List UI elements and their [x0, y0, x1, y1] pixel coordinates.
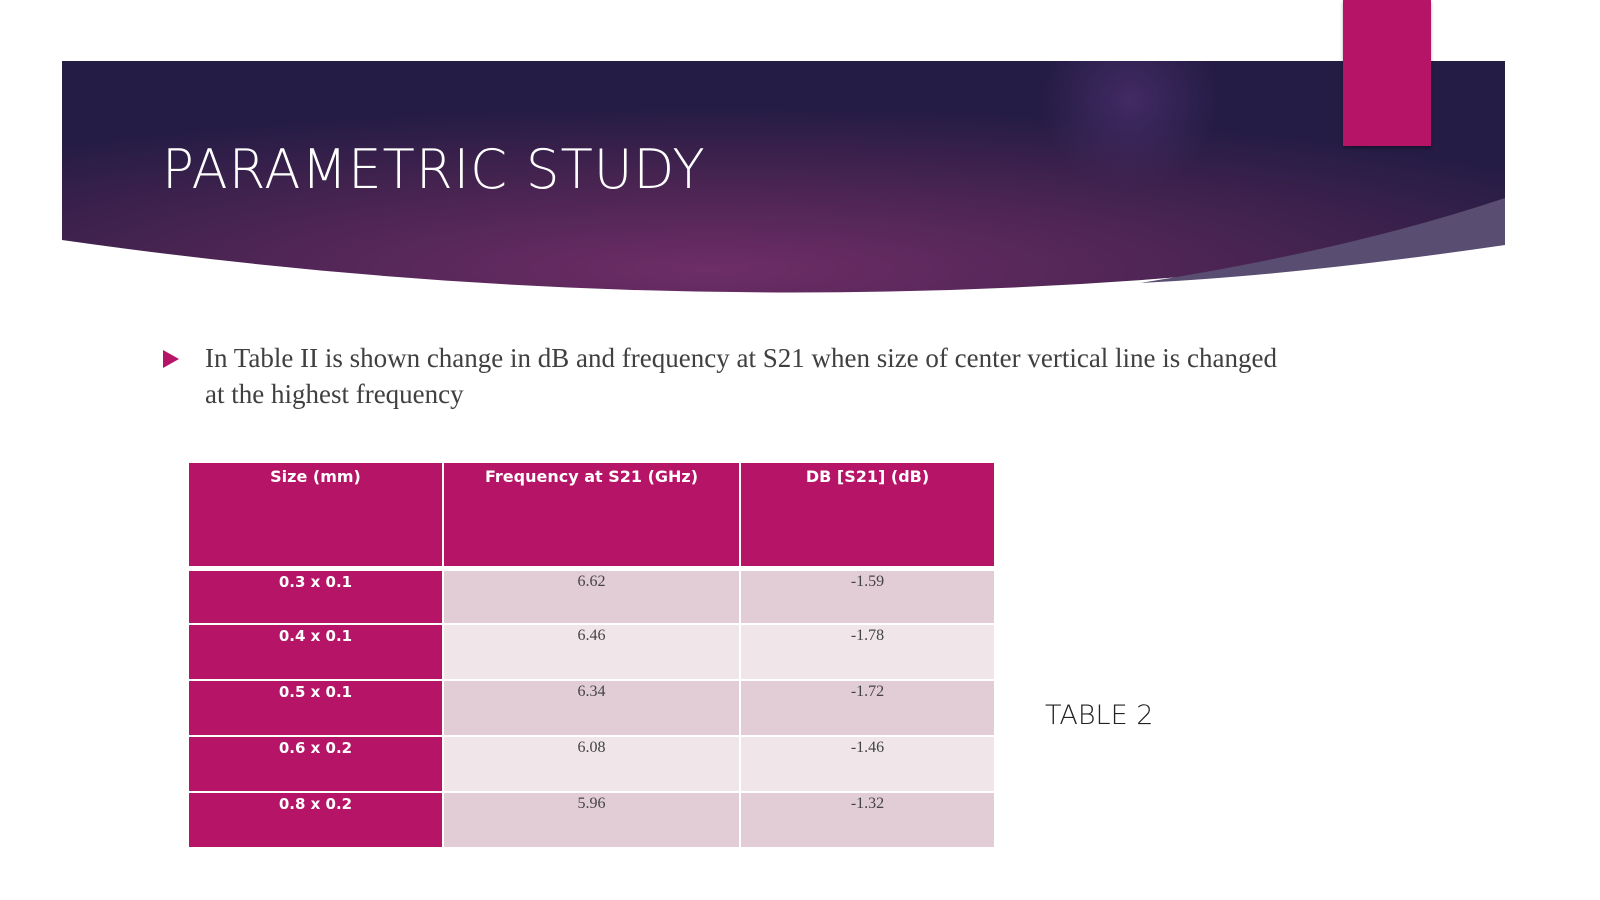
- cell-db: -1.72: [740, 680, 996, 737]
- header-db: DB [S21] (dB): [740, 463, 996, 571]
- table-header-row: Size (mm) Frequency at S21 (GHz) DB [S21…: [189, 463, 996, 571]
- cell-db: -1.32: [740, 792, 996, 849]
- bullet-text: In Table II is shown change in dB and fr…: [205, 343, 1277, 409]
- cell-frequency: 6.08: [443, 736, 741, 793]
- cell-size: 0.6 x 0.2: [189, 736, 444, 793]
- triangle-bullet-icon: [163, 350, 179, 368]
- table-row: 0.6 x 0.2 6.08 -1.46: [189, 736, 996, 793]
- cell-frequency: 6.46: [443, 624, 741, 681]
- cell-size: 0.5 x 0.1: [189, 680, 444, 737]
- accent-bar: [1343, 0, 1431, 146]
- cell-size: 0.3 x 0.1: [189, 568, 444, 625]
- table-caption: TABLE 2: [1045, 700, 1154, 731]
- header-frequency: Frequency at S21 (GHz): [443, 463, 741, 571]
- table-row: 0.3 x 0.1 6.62 -1.59: [189, 568, 996, 625]
- parametric-table: Size (mm) Frequency at S21 (GHz) DB [S21…: [189, 463, 996, 849]
- cell-frequency: 6.34: [443, 680, 741, 737]
- cell-size: 0.8 x 0.2: [189, 792, 444, 849]
- cell-frequency: 5.96: [443, 792, 741, 849]
- cell-db: -1.46: [740, 736, 996, 793]
- cell-frequency: 6.62: [443, 568, 741, 625]
- cell-size: 0.4 x 0.1: [189, 624, 444, 681]
- cell-db: -1.59: [740, 568, 996, 625]
- table-row: 0.8 x 0.2 5.96 -1.32: [189, 792, 996, 849]
- title-banner: [62, 61, 1505, 293]
- header-size: Size (mm): [189, 463, 444, 571]
- table-row: 0.5 x 0.1 6.34 -1.72: [189, 680, 996, 737]
- cell-db: -1.78: [740, 624, 996, 681]
- slide-title: PARAMETRIC STUDY: [162, 138, 706, 201]
- table-row: 0.4 x 0.1 6.46 -1.78: [189, 624, 996, 681]
